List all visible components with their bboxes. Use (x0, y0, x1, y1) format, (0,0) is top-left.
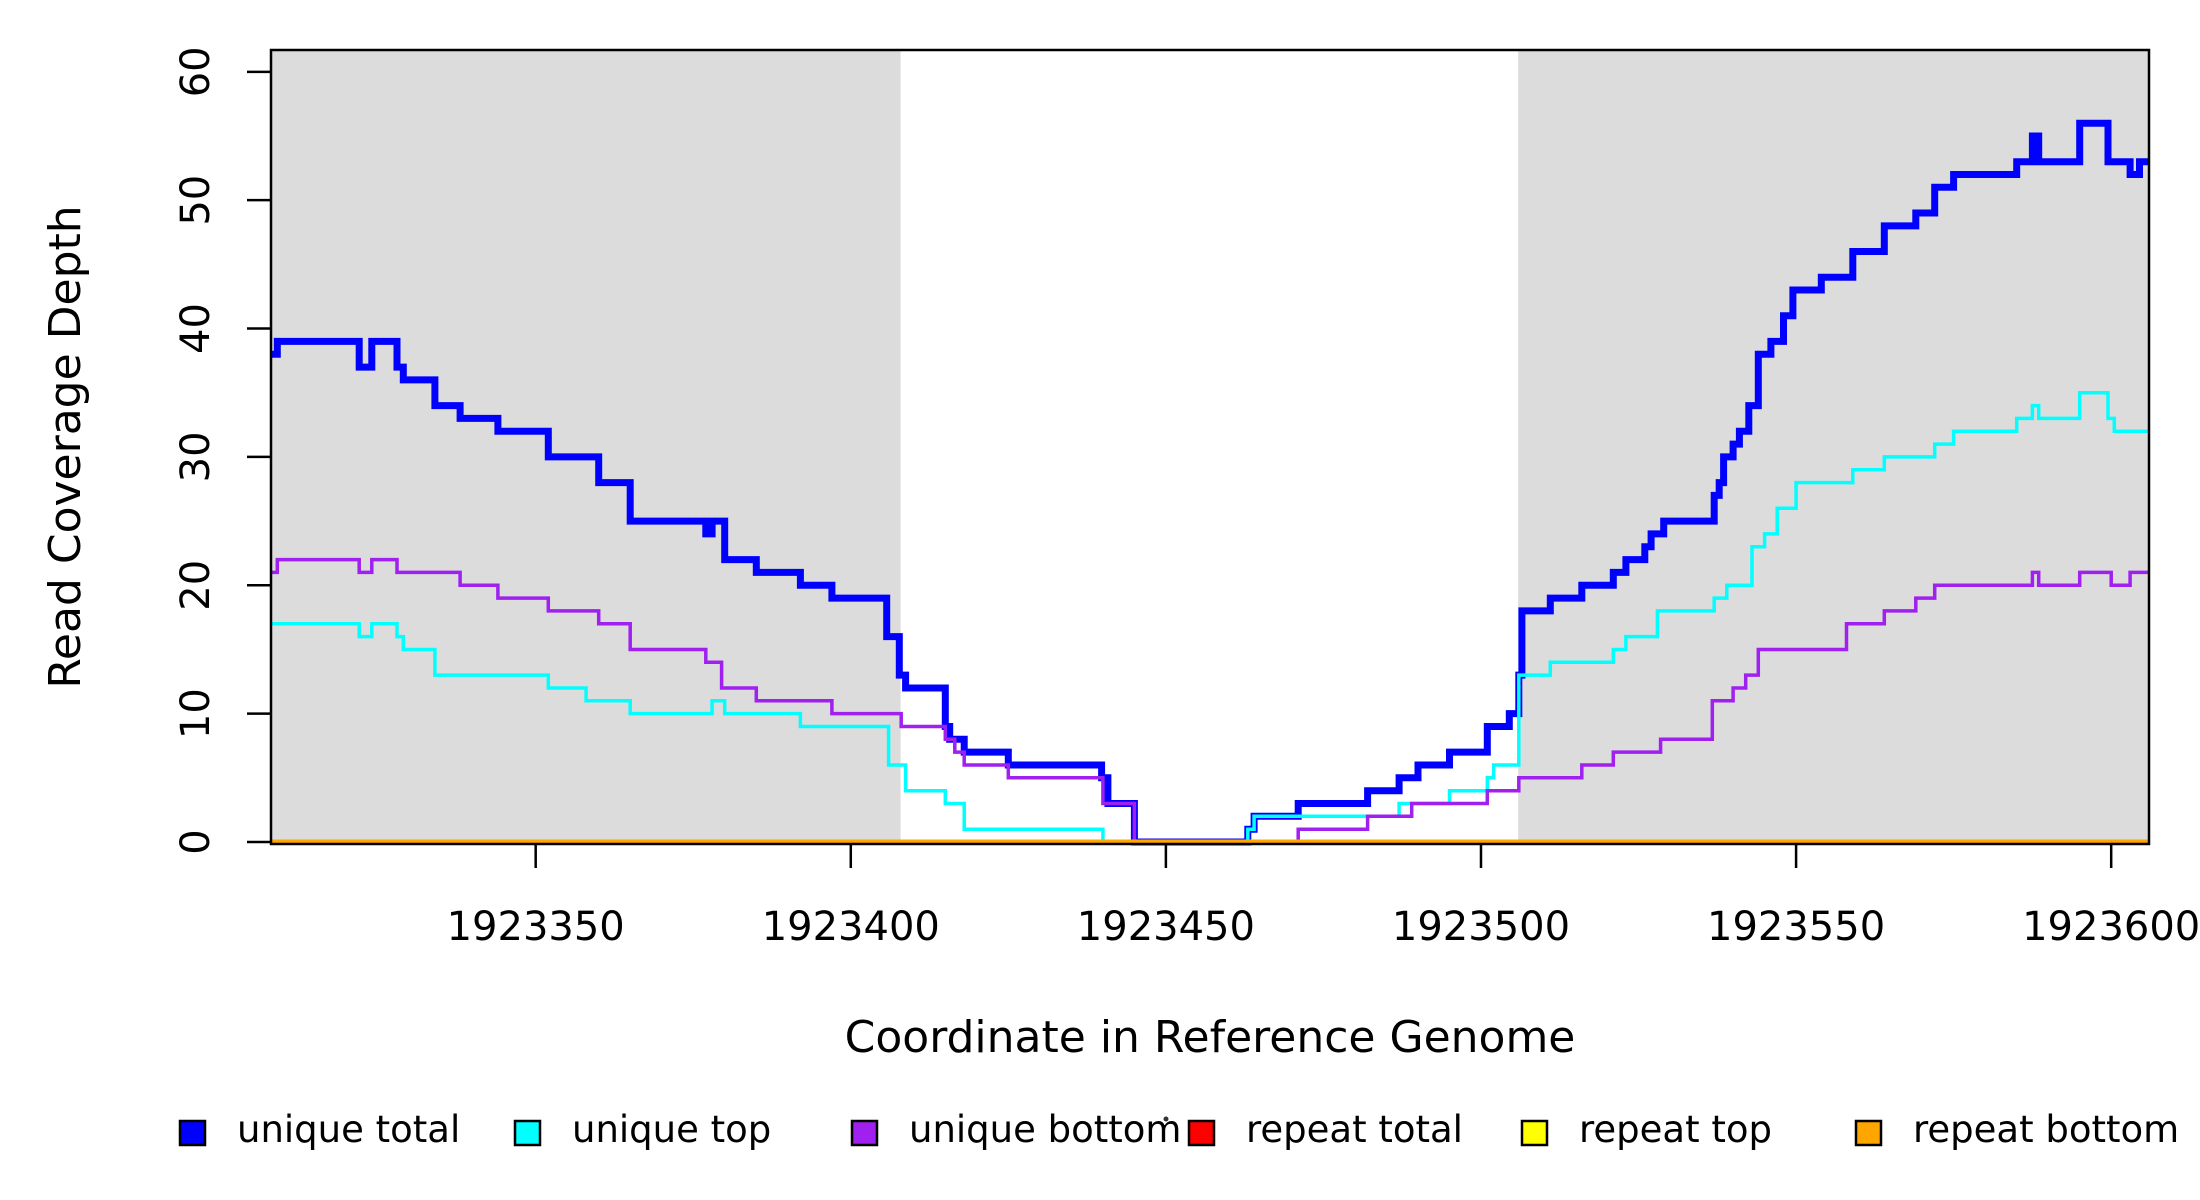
series-unique-bottom (271, 557, 2149, 844)
plot-series (271, 119, 2149, 846)
legend-swatch (850, 1119, 879, 1147)
series-unique-total (271, 119, 2149, 846)
legend: unique total unique top unique bottom repea… (178, 1108, 2179, 1151)
x-tick-label: 1923350 (447, 904, 625, 950)
shaded-region (271, 51, 901, 843)
legend-item-label: repeat top (1579, 1108, 1772, 1151)
x-tick-label: 1923400 (762, 904, 940, 950)
x-axis-title: Coordinate in Reference Genome (845, 1012, 1576, 1063)
legend-item-repeat-top: repeat top (1520, 1108, 1772, 1151)
legend-item-unique-bottom: unique bottom (850, 1108, 1181, 1151)
legend-swatch (1187, 1119, 1216, 1147)
y-tick-label: 60 (173, 46, 219, 97)
plot-border (269, 48, 2151, 846)
axes: 0 10 20 30 40 50 60 1923350 1923400 1923450 192350… (173, 46, 2200, 950)
legend-swatch (1520, 1119, 1549, 1147)
y-tick-label: 0 (173, 829, 219, 854)
legend-swatch (178, 1119, 207, 1147)
legend-item-label: unique bottom (909, 1108, 1181, 1151)
legend-item-repeat-bottom: repeat bottom (1854, 1108, 2179, 1151)
x-tick-label: 1923500 (1392, 904, 1570, 950)
legend-item-unique-total: unique total (178, 1108, 460, 1151)
y-tick-label: 20 (173, 560, 219, 611)
x-tick-label: 1923550 (1707, 904, 1885, 950)
legend-swatch (513, 1119, 542, 1147)
shaded-regions (271, 51, 2149, 843)
y-tick-label: 10 (173, 688, 219, 739)
shaded-region (1518, 51, 2149, 843)
x-tick-label: 1923450 (1077, 904, 1255, 950)
series-unique-top (271, 390, 2149, 844)
y-tick-label: 40 (173, 303, 219, 354)
x-tick-label: 1923600 (2022, 904, 2200, 950)
y-axis-title: Read Coverage Depth (40, 205, 91, 688)
legend-item-label: unique top (572, 1108, 771, 1151)
y-tick-label: 30 (173, 431, 219, 482)
y-tick-label: 50 (173, 175, 219, 226)
stray-dot-artifact (1163, 1116, 1169, 1122)
legend-item-label: unique total (237, 1108, 460, 1151)
legend-item-label: repeat bottom (1913, 1108, 2179, 1151)
legend-item-label: repeat total (1246, 1108, 1463, 1151)
legend-item-repeat-total: repeat total (1187, 1108, 1463, 1151)
legend-swatch (1854, 1119, 1883, 1147)
legend-item-unique-top: unique top (513, 1108, 771, 1151)
